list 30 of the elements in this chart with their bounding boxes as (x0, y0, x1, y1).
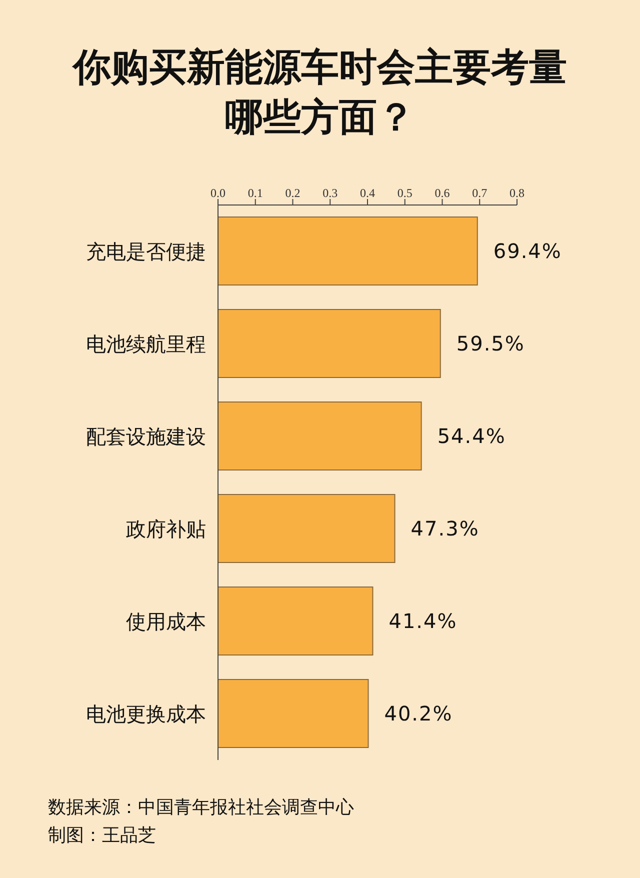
y-tick-label: 充电是否便捷 (86, 239, 206, 264)
y-tick-label: 电池更换成本 (86, 702, 206, 726)
data-label: 54.4% (437, 424, 506, 448)
x-tick-label: 0.4 (360, 186, 375, 200)
data-label: 59.5% (456, 332, 525, 356)
x-tick-label: 0.6 (434, 186, 450, 200)
bar (218, 494, 396, 564)
x-tick-label: 0.7 (472, 186, 488, 200)
text: 制图：王品芝 (48, 824, 156, 847)
y-tick-label: 使用成本 (126, 609, 206, 634)
x-tick-label: 0.2 (285, 186, 300, 200)
x-tick-label: 0.5 (397, 186, 412, 200)
x-tick-label: 0.3 (322, 186, 338, 200)
chart-title: 你购买新能源车时会主要考量哪些方面？ (71, 44, 568, 141)
bar (218, 216, 478, 286)
x-tick-label: 0.0 (210, 186, 226, 200)
data-label: 41.4% (388, 609, 458, 634)
data-label: 69.4% (493, 239, 562, 264)
x-tick-label: 0.8 (510, 186, 524, 200)
y-tick-label: 电池续航里程 (86, 332, 206, 356)
y-tick-label: 配套设施建设 (86, 424, 206, 448)
y-tick-label: 政府补贴 (126, 516, 206, 541)
bar (218, 679, 369, 748)
bar (218, 402, 422, 471)
bar (218, 586, 374, 656)
bar (218, 309, 441, 378)
x-tick-label: 0.1 (248, 186, 263, 200)
source-note: 数据来源：中国青年报社社会调查中心 (48, 796, 354, 819)
data-label: 40.2% (384, 702, 453, 726)
data-label: 47.3% (410, 516, 480, 541)
